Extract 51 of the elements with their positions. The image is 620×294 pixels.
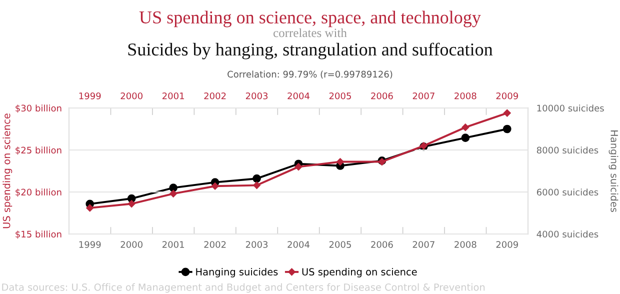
point xyxy=(462,124,470,131)
text: Correlation: 99.79% (r=0.99789126) xyxy=(228,70,392,79)
category-label: 2009 xyxy=(496,92,518,100)
x-tick-label: 2006 xyxy=(371,241,393,248)
category-label: 2008 xyxy=(454,92,476,100)
category-label: 2002 xyxy=(204,92,226,100)
x-tick-label: 1999 xyxy=(79,241,101,248)
y-tick-label: $15 billion xyxy=(16,230,62,239)
y2-tick-label: 4000 suicides xyxy=(536,230,598,238)
x-tick-label: 2009 xyxy=(496,241,518,248)
y-tick-label: $20 billion xyxy=(16,188,62,197)
point xyxy=(253,182,260,189)
category-label: 1999 xyxy=(79,92,101,100)
point xyxy=(86,204,94,212)
x-tick-label: 2004 xyxy=(288,241,310,248)
x-tick-label: 2000 xyxy=(120,241,142,248)
legend-label: Hanging suicides xyxy=(196,268,278,278)
y2-tick-label: 8000 suicides xyxy=(536,146,598,154)
chart-subtitle: correlates with xyxy=(274,28,347,38)
y-tick-label: $30 billion xyxy=(16,104,62,113)
y2-tick-label: 10000 suicides xyxy=(537,104,604,112)
point xyxy=(502,124,512,134)
category-label: 2000 xyxy=(120,92,142,100)
y2-axis-title: Hanging suicides xyxy=(608,130,618,212)
point xyxy=(503,109,511,117)
category-label: 2007 xyxy=(412,92,434,100)
category-label: 2003 xyxy=(246,92,268,100)
category-label: 2004 xyxy=(288,92,310,100)
point xyxy=(294,163,302,170)
category-label: 2005 xyxy=(329,92,351,100)
x-tick-label: 2007 xyxy=(412,241,434,248)
category-label: 2006 xyxy=(371,92,393,100)
text: Suicides by hanging, strangulation and suffocation xyxy=(128,42,493,60)
x-tick-label: 2003 xyxy=(246,241,268,248)
y-tick-label: $25 billion xyxy=(16,146,62,155)
point xyxy=(128,200,136,208)
x-tick-label: 2008 xyxy=(454,241,476,248)
chart-title: US spending on science, space, and technology xyxy=(139,10,481,28)
point xyxy=(170,190,177,198)
legend-label: US spending on science xyxy=(302,268,417,278)
point xyxy=(252,174,261,183)
y2-tick-label: 6000 suicides xyxy=(536,188,598,196)
category-label: 2001 xyxy=(162,92,184,100)
x-tick-label: 2001 xyxy=(162,241,184,248)
x-tick-label: 2005 xyxy=(329,241,351,248)
point xyxy=(211,182,219,190)
point xyxy=(169,184,178,192)
point xyxy=(461,134,470,142)
point xyxy=(336,158,344,166)
x-tick-label: 2002 xyxy=(204,241,226,248)
y-axis-title: US spending on science xyxy=(2,114,12,228)
